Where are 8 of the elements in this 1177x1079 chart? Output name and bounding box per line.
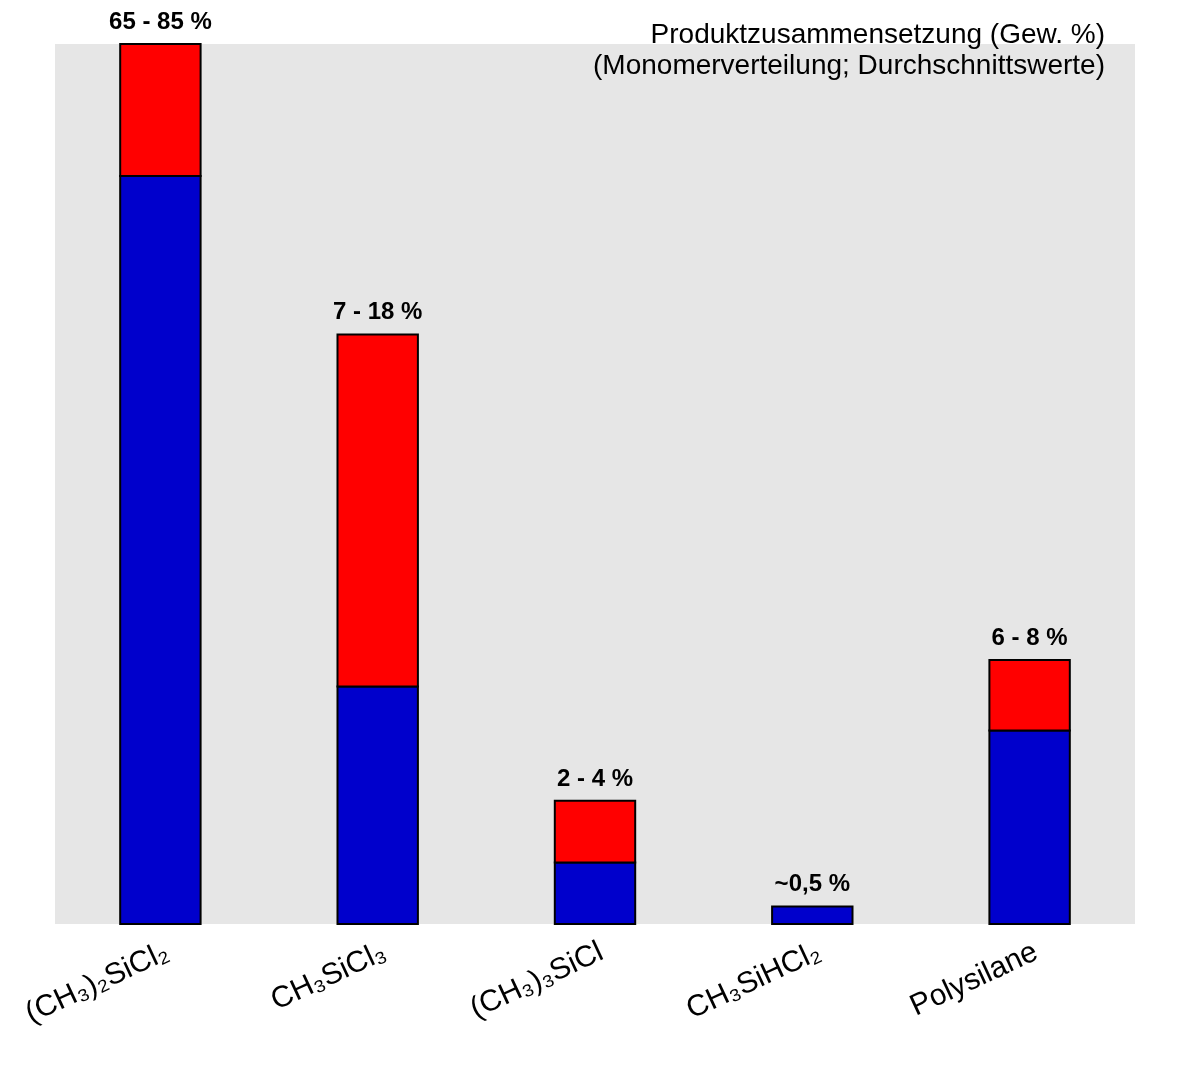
chart-subtitle: (Monomerverteilung; Durchschnittswerte) [593,49,1105,80]
chart-title: Produktzusammensetzung (Gew. %) [650,18,1105,49]
annotation: 65 - 85 % [109,7,212,34]
annotation: 2 - 4 % [556,763,634,791]
annotation: 6 - 8 % [991,623,1068,650]
bar [771,905,854,925]
annotation: 7 - 18 % [333,297,423,325]
annotation: ~0,5 % [774,869,850,897]
